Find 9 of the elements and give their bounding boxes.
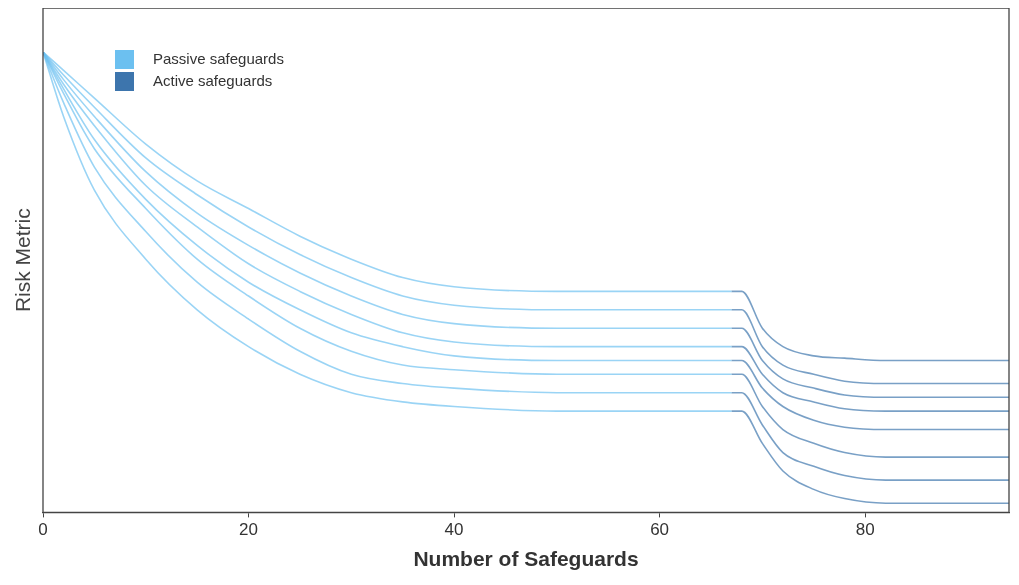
x-tick-label: 80 [855,520,875,540]
x-tick-label: 60 [650,520,670,540]
legend-label: Passive safeguards [153,50,284,68]
x-tick-label: 0 [38,520,48,540]
x-tick-label: 20 [239,520,258,540]
legend-label: Active safeguards [153,72,273,90]
y-axis-title: Risk Metric [10,208,34,313]
x-axis-title: Number of Safeguards [413,547,639,571]
x-tick-label: 40 [444,520,464,540]
